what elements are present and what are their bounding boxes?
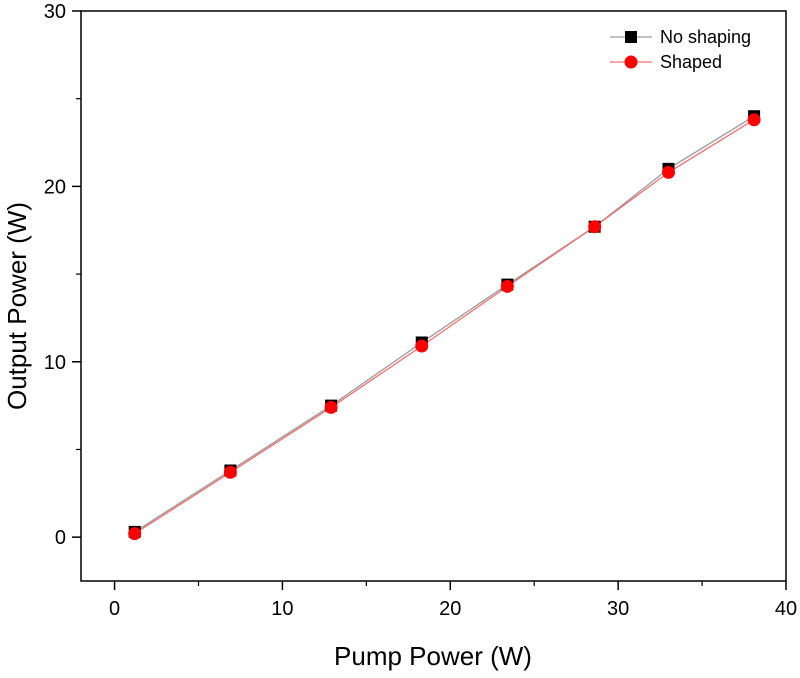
data-point-shaped (588, 220, 602, 234)
legend-marker-shaped (624, 55, 638, 69)
legend: No shaping Shaped (610, 27, 751, 72)
legend-label-shaped: Shaped (660, 52, 722, 72)
axis-ticks: 0 10 20 30 40 0 10 20 30 (44, 1, 797, 620)
y-tick-label: 10 (44, 352, 66, 374)
series-markers (128, 110, 761, 541)
data-point-shaped (662, 165, 675, 179)
data-point-shaped (223, 465, 237, 479)
series-lines (134, 115, 755, 535)
x-axis-title: Pump Power (W) (334, 641, 532, 671)
x-tick-label: 20 (439, 598, 461, 620)
plot-frame (80, 10, 787, 582)
data-point-shaped (128, 527, 142, 541)
x-tick-label: 30 (607, 598, 629, 620)
series-line-shaped (134, 119, 755, 535)
y-axis-title: Output Power (W) (2, 202, 32, 410)
data-point-shaped (415, 339, 429, 353)
x-tick-label: 0 (109, 598, 120, 620)
legend-label-no-shaping: No shaping (660, 27, 751, 47)
y-tick-label: 30 (44, 1, 66, 23)
x-tick-label: 10 (271, 598, 293, 620)
x-tick-label: 40 (775, 598, 797, 620)
y-tick-label: 0 (55, 527, 66, 549)
legend-marker-no-shaping (625, 31, 637, 43)
y-tick-label: 20 (44, 176, 66, 198)
series-line-no-shaping (134, 115, 755, 533)
data-point-shaped (324, 400, 338, 414)
data-point-shaped (747, 113, 761, 127)
data-point-shaped (500, 279, 514, 293)
